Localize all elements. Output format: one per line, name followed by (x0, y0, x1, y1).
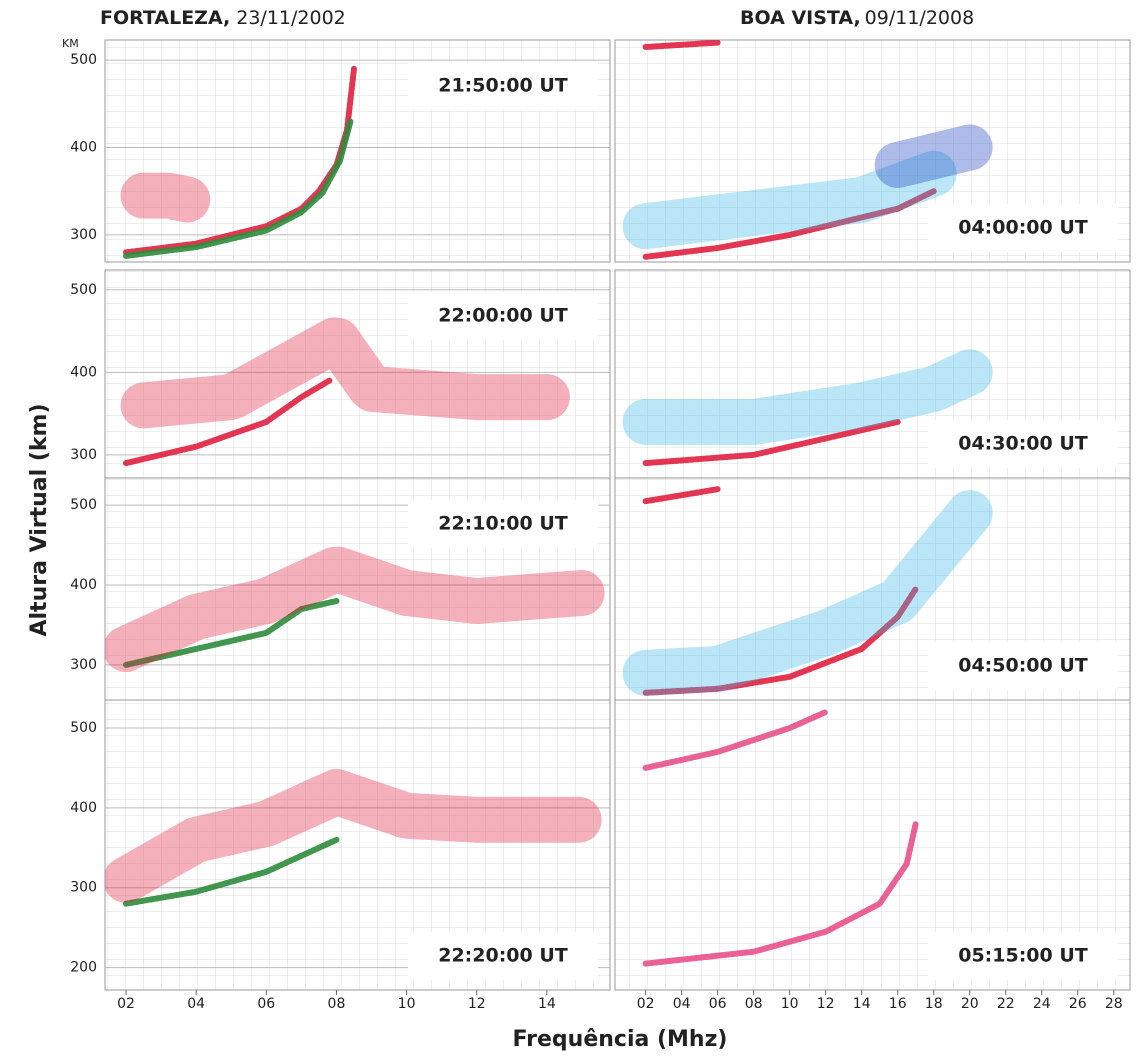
y-tick-label: 400 (70, 800, 97, 816)
panel: 02 04 06 08 10 12 14 16 18 20 22 24 26 28 05:15:00 UT (614, 699, 1131, 1012)
y-tick-label: 300 (70, 447, 97, 463)
panel-plot (105, 289, 610, 467)
x-tick-label: 24 (1033, 996, 1051, 1012)
x-tick-label: 28 (1105, 996, 1123, 1012)
panel-plot (105, 59, 610, 259)
x-tick-label: 02 (117, 996, 135, 1012)
spread-echo (622, 490, 993, 696)
spread-echo (105, 768, 605, 903)
x-tick-label: 06 (709, 996, 727, 1012)
date: 09/11/2008 (865, 7, 975, 29)
timestamp: 04:50:00 UT (958, 655, 1088, 677)
timestamp: 04:30:00 UT (958, 433, 1088, 455)
echo-trace (642, 418, 901, 467)
y-tick-label: 300 (70, 880, 97, 896)
y-unit: KM (62, 37, 79, 50)
y-tick-label: 500 (70, 52, 97, 68)
x-tick-label: 08 (328, 996, 346, 1012)
echo-trace (123, 836, 340, 907)
timestamp: 04:00:00 UT (958, 217, 1088, 239)
x-tick-label: 14 (853, 996, 871, 1012)
x-tick-label: 04 (187, 996, 205, 1012)
spread-echo (622, 150, 957, 250)
panel-plot (105, 504, 610, 672)
panel: 300 400 500 21:50:00 UT (70, 39, 611, 263)
x-tick-label: 10 (398, 996, 416, 1012)
y-tick-label: 200 (70, 960, 97, 976)
y-tick-label: 300 (70, 227, 97, 243)
x-tick-label: 04 (673, 996, 691, 1012)
x-tick-label: 12 (468, 996, 486, 1012)
y-tick-label: 500 (70, 497, 97, 513)
place: BOA VISTA, (740, 7, 861, 29)
timestamp: 21:50:00 UT (438, 75, 568, 97)
panel: 04:30:00 UT (614, 269, 1131, 479)
echo-trace (123, 377, 333, 467)
x-tick-label: 22 (997, 996, 1015, 1012)
timestamp-box (928, 204, 1118, 252)
x-tick-label: 02 (637, 996, 655, 1012)
panel: 200 300 400 500 02 04 06 08 10 12 14 22:20:00 UT (70, 699, 611, 1012)
timestamp: 05:15:00 UT (958, 945, 1088, 967)
timestamp-box (408, 932, 598, 980)
right-header: BOA VISTA, 09/11/2008 (740, 7, 974, 29)
panel-plot (105, 727, 610, 969)
panel: 04:50:00 UT (614, 477, 1131, 701)
date: 23/11/2002 (236, 7, 346, 29)
timestamp-box (928, 642, 1118, 690)
echo-trace (642, 486, 721, 505)
y-tick-label: 500 (70, 720, 97, 736)
y-tick-label: 400 (70, 577, 97, 593)
panel-plot (642, 709, 919, 967)
x-tick-label: 12 (817, 996, 835, 1012)
x-axis-title: Frequência (Mhz) (513, 1027, 728, 1052)
x-tick-label: 08 (745, 996, 763, 1012)
timestamp: 22:00:00 UT (438, 305, 568, 327)
x-tick-label: 20 (961, 996, 979, 1012)
x-tick-label: 06 (257, 996, 275, 1012)
panel: 300 400 500 22:10:00 UT (70, 477, 611, 701)
timestamp-box (408, 292, 598, 340)
timestamp: 22:20:00 UT (438, 945, 568, 967)
y-tick-label: 300 (70, 657, 97, 673)
x-tick-label: 18 (925, 996, 943, 1012)
timestamp-box (928, 420, 1118, 468)
spread-echo (622, 349, 993, 445)
echo-trace (642, 40, 721, 50)
panel: 04:00:00 UT (614, 39, 1131, 263)
echo-trace (642, 820, 919, 967)
x-tick-label: 16 (889, 996, 907, 1012)
y-tick-label: 400 (70, 140, 97, 156)
timestamp-box (408, 62, 598, 110)
echo-trace (123, 118, 354, 259)
place: FORTALEZA, (100, 7, 230, 29)
echo-trace (123, 598, 340, 668)
spread-echo (120, 316, 570, 429)
timestamp: 22:10:00 UT (438, 513, 568, 535)
spread-echo (874, 124, 993, 188)
echo-trace (642, 188, 937, 260)
panel-plot (622, 349, 993, 467)
y-axis-title: Altura Virtual (km) (27, 403, 52, 636)
spread-echo (120, 172, 213, 223)
x-tick-label: 10 (781, 996, 799, 1012)
y-tick-label: 500 (70, 282, 97, 298)
left-header: FORTALEZA, 23/11/2002 (100, 7, 346, 29)
panel: 300 400 500 22:00:00 UT (70, 269, 611, 479)
echo-trace (642, 586, 919, 696)
echo-trace (642, 709, 829, 771)
x-tick-label: 14 (538, 996, 556, 1012)
spread-echo (105, 546, 605, 672)
y-tick-label: 400 (70, 364, 97, 380)
panel-plot (622, 40, 993, 260)
timestamp-box (928, 932, 1118, 980)
timestamp-box (408, 500, 598, 548)
x-tick-label: 26 (1069, 996, 1087, 1012)
panel-plot (622, 486, 993, 696)
